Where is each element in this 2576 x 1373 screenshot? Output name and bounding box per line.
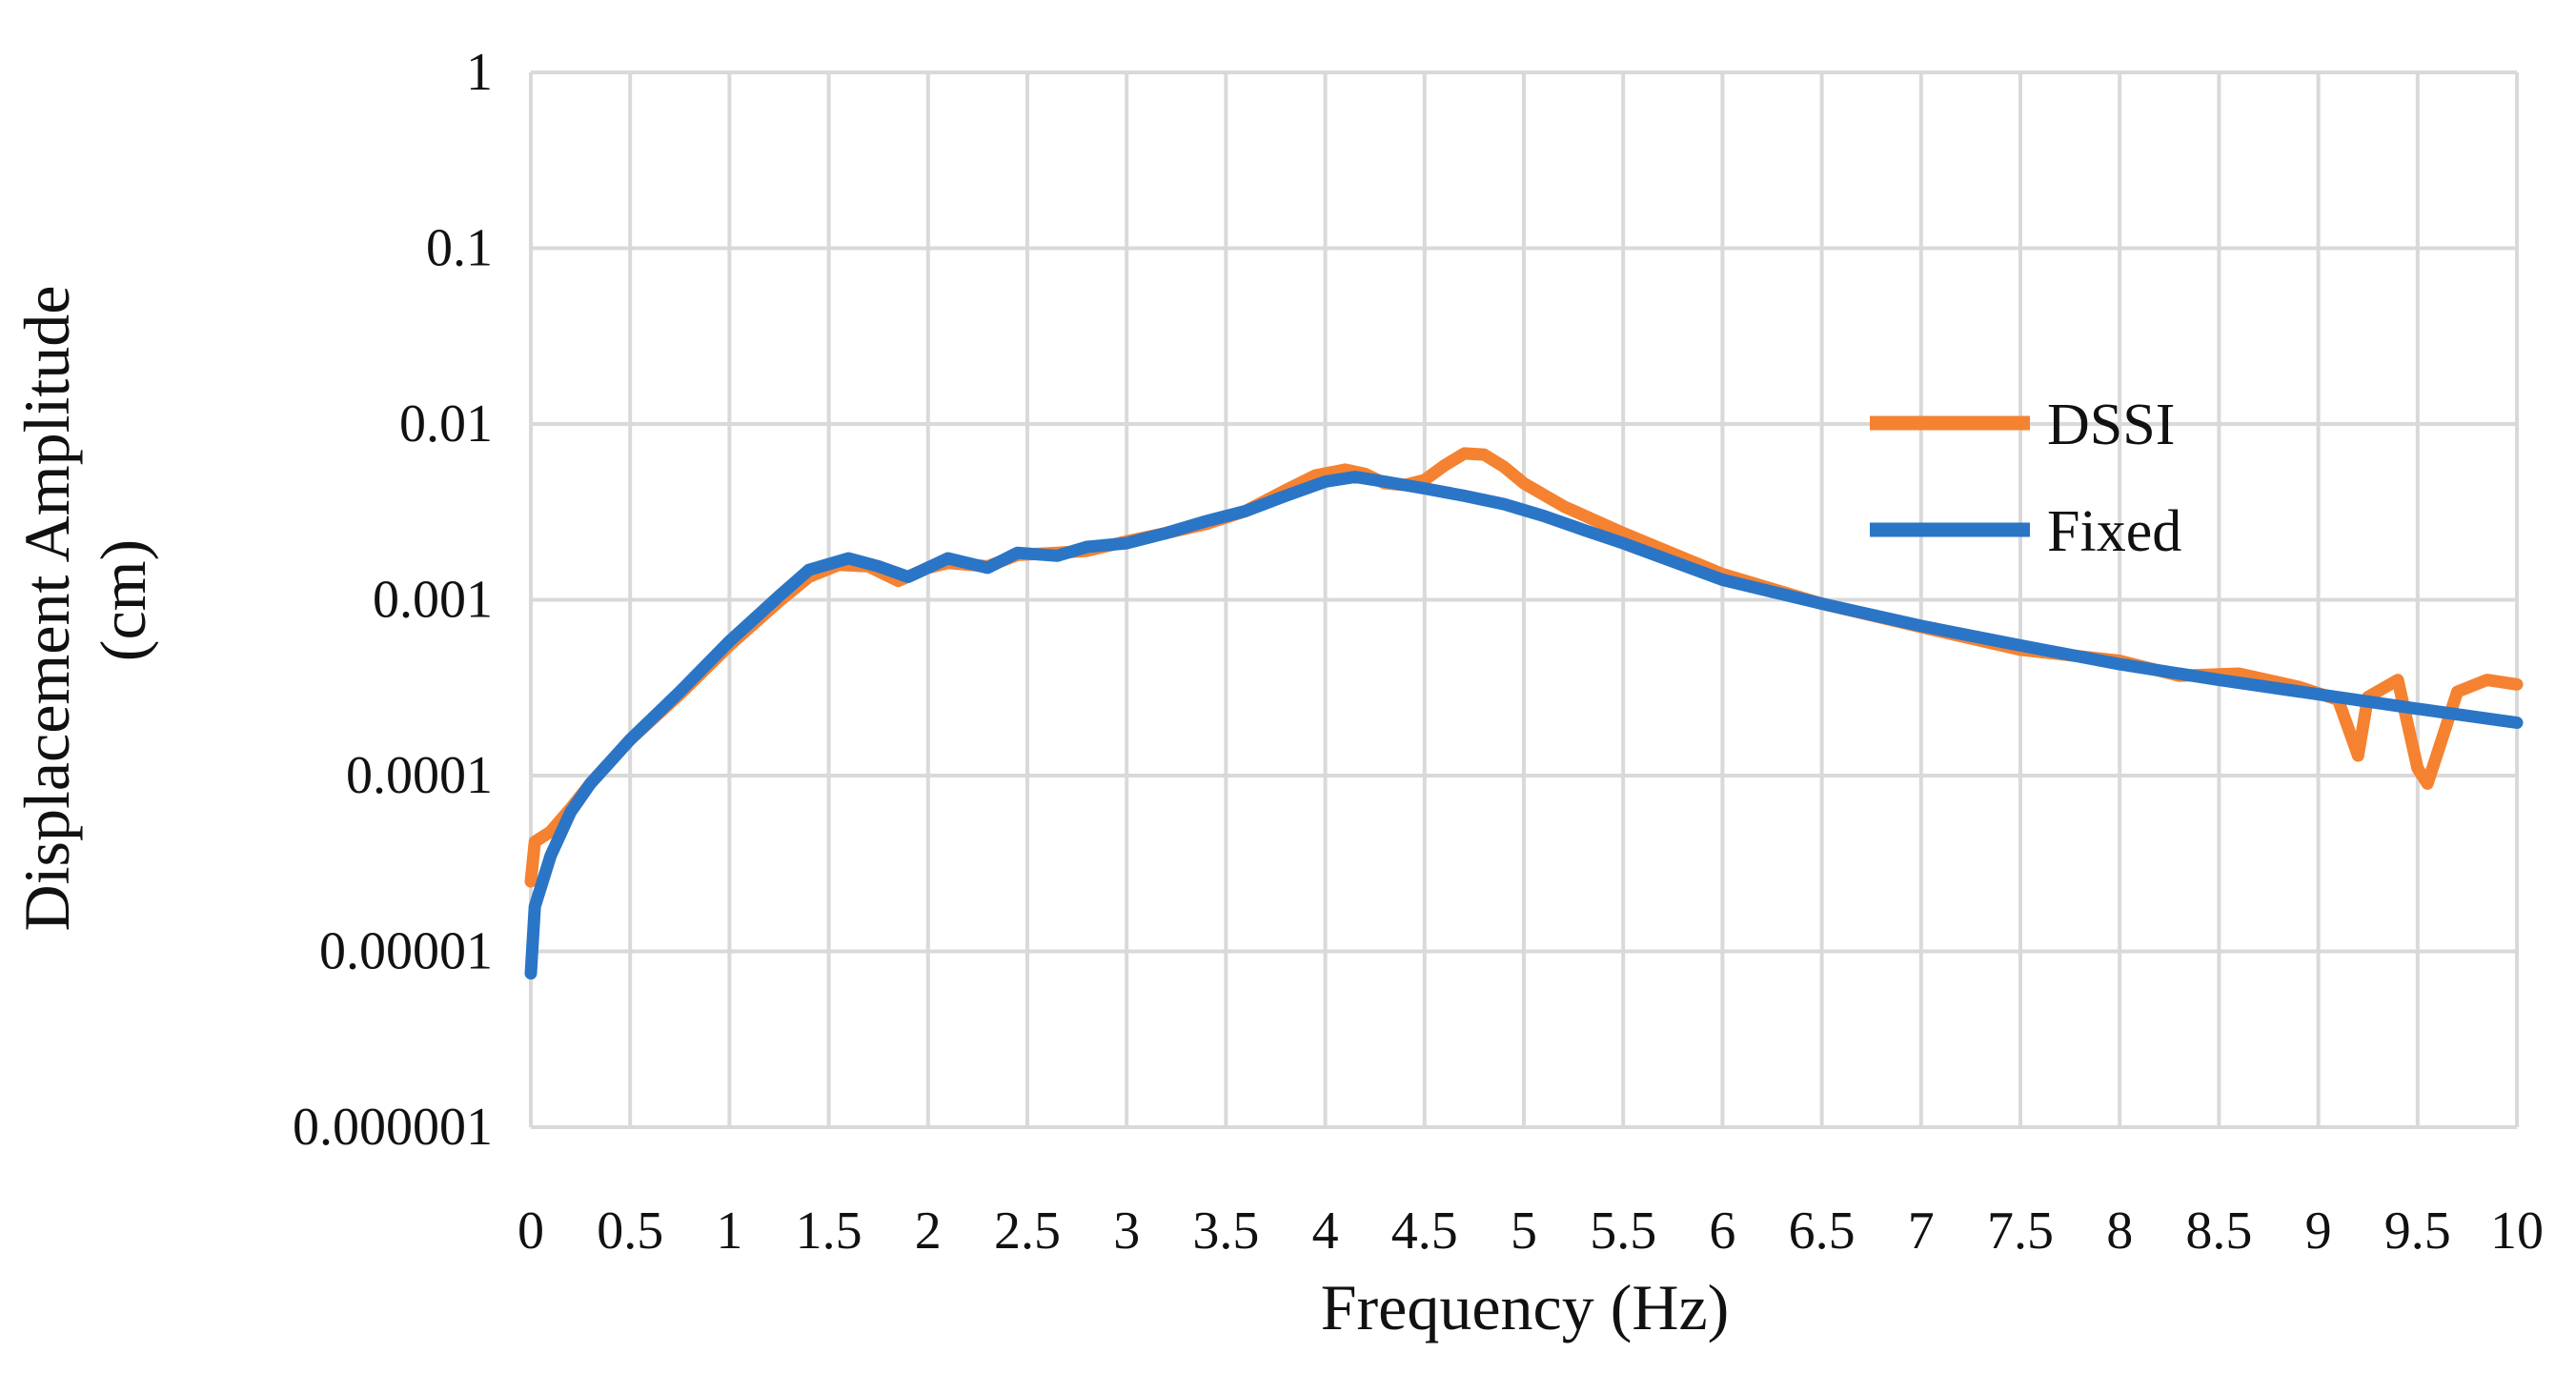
y-tick-label: 0.00001 (319, 922, 493, 981)
x-tick-label: 6.5 (1789, 1201, 1856, 1261)
x-tick-label: 4.5 (1391, 1201, 1458, 1261)
x-tick-label: 4 (1312, 1201, 1339, 1261)
y-tick-label: 1 (466, 43, 493, 102)
series-line-fixed (524, 471, 2524, 980)
x-tick-label: 10 (2490, 1201, 2544, 1261)
series-lines (524, 447, 2524, 980)
grid (529, 71, 2519, 1129)
x-tick-label: 2 (915, 1201, 942, 1261)
x-tick-label: 0.5 (597, 1201, 663, 1261)
x-tick-label: 9.5 (2384, 1201, 2451, 1261)
x-tick-label: 1 (716, 1201, 742, 1261)
y-tick-label: 0.000001 (293, 1098, 493, 1157)
x-tick-label: 9 (2305, 1201, 2332, 1261)
y-tick-label: 0.0001 (346, 746, 493, 805)
x-tick-label: 3 (1113, 1201, 1140, 1261)
x-tick-label: 7 (1908, 1201, 1935, 1261)
y-tick-label: 0.1 (426, 219, 493, 278)
x-tick-label: 0 (517, 1201, 544, 1261)
y-tick-label: 0.001 (373, 571, 493, 630)
legend-fixed-label: Fixed (2047, 499, 2181, 564)
legend: DSSI Fixed (1870, 393, 2181, 564)
y-axis-title-line-1: Displacement Amplitude (10, 286, 83, 932)
x-tick-label: 1.5 (796, 1201, 862, 1261)
x-tick-label: 2.5 (994, 1201, 1061, 1261)
y-axis-title: Displacement Amplitude (cm) (10, 270, 159, 932)
y-axis-title-line-2: (cm) (87, 539, 159, 661)
y-tick-label: 0.01 (399, 394, 493, 454)
x-axis-ticks: 0 0.5 1 1.5 2 2.5 3 3.5 4 4.5 5 5.5 6 6.5 7 7.5 8 8.5 9 9.5… (517, 1201, 2544, 1261)
x-tick-label: 6 (1709, 1201, 1735, 1261)
x-tick-label: 8.5 (2185, 1201, 2252, 1261)
x-tick-label: 5.5 (1590, 1201, 1656, 1261)
x-tick-label: 7.5 (1987, 1201, 2054, 1261)
x-tick-label: 8 (2106, 1201, 2133, 1261)
x-tick-label: 3.5 (1192, 1201, 1259, 1261)
x-tick-label: 5 (1511, 1201, 1537, 1261)
y-axis-ticks: 1 0.1 0.01 0.001 0.0001 0.00001 0.000001 (293, 43, 493, 1157)
x-axis-title: Frequency (Hz) (1321, 1271, 1730, 1343)
legend-dssi-label: DSSI (2047, 393, 2175, 457)
